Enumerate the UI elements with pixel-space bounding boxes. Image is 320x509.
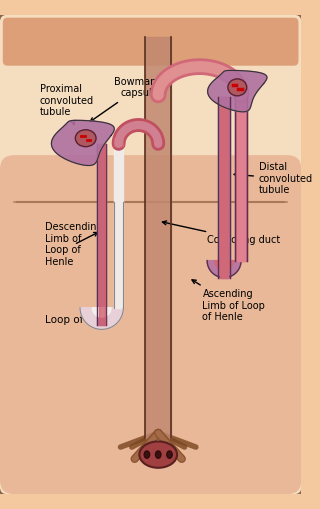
Polygon shape [208, 70, 267, 112]
Text: Ascending
Limb of Loop
of Henle: Ascending Limb of Loop of Henle [192, 280, 265, 322]
Ellipse shape [75, 130, 96, 147]
Text: Distal
convoluted
tubule: Distal convoluted tubule [234, 162, 313, 195]
Ellipse shape [140, 441, 177, 468]
Text: Descending
Limb of
Loop of
Henle: Descending Limb of Loop of Henle [45, 222, 103, 267]
Text: Bowman's
capsule: Bowman's capsule [90, 76, 164, 122]
Polygon shape [80, 308, 123, 329]
FancyBboxPatch shape [0, 155, 301, 494]
Polygon shape [207, 261, 241, 277]
Ellipse shape [167, 451, 172, 459]
Text: Loop of Henle: Loop of Henle [45, 315, 117, 325]
Polygon shape [215, 261, 234, 270]
Ellipse shape [156, 451, 161, 459]
FancyBboxPatch shape [0, 13, 303, 496]
FancyBboxPatch shape [3, 18, 299, 66]
Polygon shape [52, 120, 114, 165]
Ellipse shape [228, 79, 247, 96]
Polygon shape [92, 308, 111, 317]
Text: Collecting duct: Collecting duct [163, 221, 280, 245]
Text: Proximal
convoluted
tubule: Proximal convoluted tubule [40, 84, 94, 125]
Ellipse shape [144, 451, 150, 459]
